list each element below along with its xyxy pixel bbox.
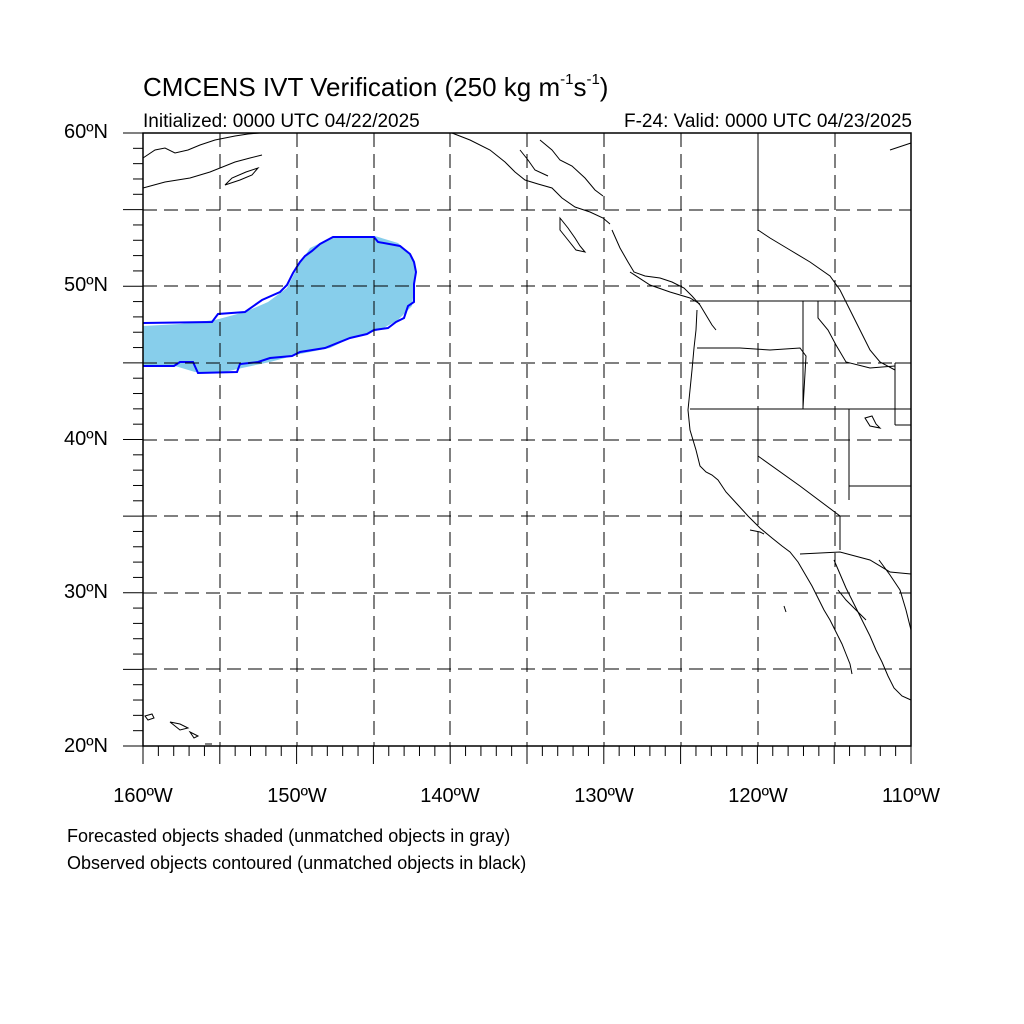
- coastlines: [142, 132, 912, 745]
- lon-label-130w: 130ºW: [574, 785, 634, 807]
- political-borders: [690, 300, 912, 575]
- legend-forecast-note: Forecasted objects shaded (unmatched obj…: [67, 826, 511, 846]
- lon-label-140w: 140ºW: [420, 785, 480, 807]
- axis-ticks: [123, 132, 912, 764]
- graticule: [143, 133, 911, 746]
- lat-label-40: 40ºN: [64, 428, 108, 450]
- lat-label-20: 20ºN: [64, 735, 108, 757]
- forecast-object: [143, 236, 416, 372]
- title-mid: s: [573, 72, 587, 102]
- legend-observed-note: Observed objects contoured (unmatched ob…: [67, 853, 527, 873]
- title-close: ): [599, 72, 609, 102]
- title-exp-2: -1: [586, 71, 600, 89]
- valid-time-label: F-24: Valid: 0000 UTC 04/23/2025: [624, 111, 912, 132]
- title-exp-1: -1: [560, 71, 574, 89]
- lon-label-120w: 120ºW: [728, 785, 788, 807]
- lat-label-60: 60ºN: [64, 121, 108, 143]
- lat-label-50: 50ºN: [64, 274, 108, 296]
- chart-title: CMCENS IVT Verification (250 kg m-1s-1): [143, 71, 609, 103]
- lon-label-150w: 150ºW: [267, 785, 327, 807]
- lon-label-160w: 160ºW: [113, 785, 173, 807]
- lon-label-110w: 110ºW: [881, 785, 941, 807]
- lat-label-30: 30ºN: [64, 581, 108, 603]
- init-time-label: Initialized: 0000 UTC 04/22/2025: [143, 111, 420, 132]
- title-main: CMCENS IVT Verification (250 kg m: [143, 72, 561, 102]
